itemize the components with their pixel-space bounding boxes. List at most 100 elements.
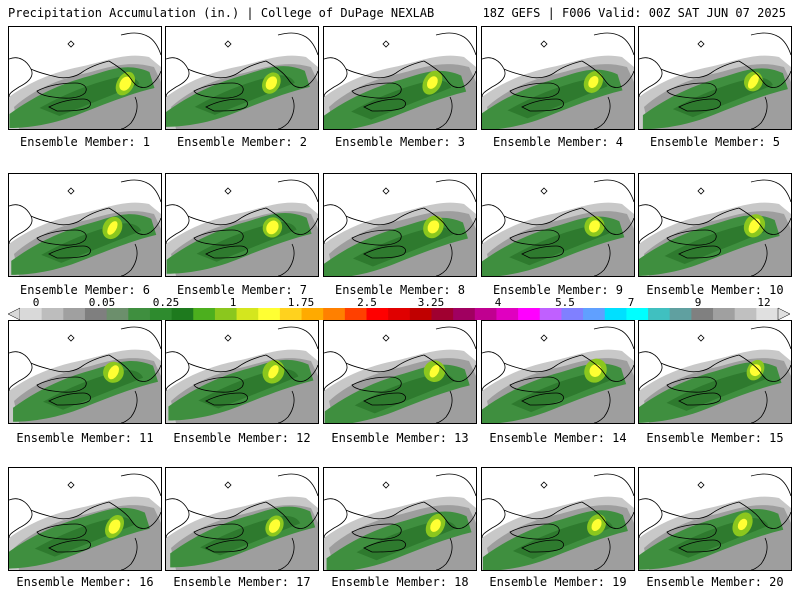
coast-east-outline — [593, 96, 611, 129]
colorbar-swatch — [149, 308, 173, 320]
state-border-outline — [738, 60, 791, 88]
great-lakes-outline — [166, 57, 190, 98]
lake-outline — [351, 523, 402, 540]
precip-map — [9, 179, 161, 276]
precip-core-yellow — [265, 76, 278, 90]
run-valid-time: 18Z GEFS | F006 Valid: 00Z SAT JUN 07 20… — [482, 6, 786, 20]
great-lakes-outline — [639, 204, 663, 245]
precip-map — [9, 32, 161, 129]
state-border-outline — [265, 354, 318, 382]
border-outline — [345, 354, 425, 373]
precip-core-yellow — [427, 220, 440, 234]
precip-core-yellow — [119, 76, 132, 91]
ensemble-panel — [165, 467, 319, 571]
precip-core-yellow — [429, 364, 440, 378]
colorbar-tick-label: 4 — [494, 296, 502, 309]
great-lakes-outline — [482, 204, 506, 245]
precip-map — [639, 32, 791, 129]
precip-map — [166, 179, 318, 276]
island-marker — [382, 187, 390, 195]
island-marker — [224, 481, 232, 489]
lake-erie-outline — [363, 539, 406, 553]
island-marker — [224, 40, 232, 48]
ensemble-panel — [165, 320, 319, 424]
precip-core-yellow — [588, 76, 599, 89]
ensemble-member-label: Ensemble Member: 13 — [331, 431, 469, 445]
great-lakes-outline — [482, 498, 506, 539]
ensemble-member-label: Ensemble Member: 18 — [331, 575, 469, 589]
precip-core-yellow — [747, 74, 759, 89]
coast-east-outline — [277, 390, 295, 423]
precip-map — [166, 32, 318, 129]
ensemble-member-label: Ensemble Member: 1 — [19, 135, 151, 149]
border-outline — [30, 354, 110, 373]
colorbar-swatch — [366, 308, 389, 320]
great-lakes-outline — [9, 351, 33, 392]
colorbar-swatch — [604, 308, 627, 320]
ensemble-panel — [638, 26, 792, 130]
border-outline — [345, 207, 425, 226]
state-border-outline — [423, 60, 476, 88]
lake-erie-outline — [48, 98, 91, 112]
precip-swath-darkgreen — [354, 373, 455, 414]
coast-east-outline — [120, 537, 138, 570]
precip-swath-darkgreen — [39, 76, 140, 117]
lake-erie-outline — [205, 98, 248, 112]
border-outline — [345, 60, 425, 79]
ensemble-member-label: Ensemble Member: 2 — [176, 135, 308, 149]
coast-north-outline — [277, 473, 318, 497]
border-outline — [660, 60, 740, 79]
island-marker — [697, 187, 705, 195]
state-border-outline — [108, 207, 161, 235]
lake-outline — [36, 229, 87, 246]
lake-outline — [666, 523, 717, 540]
great-lakes-outline — [482, 351, 506, 392]
colorbar-swatch — [756, 308, 779, 320]
precip-core-yellow — [108, 519, 121, 534]
coast-north-outline — [593, 326, 634, 350]
ensemble-member-label: Ensemble Member: 7 — [176, 283, 308, 297]
lake-outline — [509, 376, 560, 393]
colorbar-swatch — [171, 308, 194, 320]
border-outline — [30, 60, 110, 79]
precip-map — [324, 326, 476, 423]
border-outline — [30, 207, 110, 226]
precip-map — [639, 473, 791, 570]
island-marker — [67, 40, 75, 48]
ensemble-member-label: Ensemble Member: 5 — [649, 135, 781, 149]
border-outline — [660, 354, 740, 373]
colorbar-swatch — [583, 308, 606, 320]
lake-erie-outline — [48, 539, 91, 553]
colorbar-swatch — [344, 308, 368, 320]
great-lakes-outline — [639, 498, 663, 539]
lake-outline — [36, 82, 87, 99]
ensemble-panel — [323, 320, 477, 424]
ensemble-panel — [8, 467, 162, 571]
great-lakes-outline — [9, 57, 33, 98]
island-marker — [224, 187, 232, 195]
colorbar-tick-label: 3.25 — [417, 296, 445, 309]
colorbar-swatch — [388, 308, 411, 320]
great-lakes-outline — [324, 351, 348, 392]
island-marker — [382, 334, 390, 342]
state-border-outline — [738, 207, 791, 235]
great-lakes-outline — [9, 204, 33, 245]
lake-erie-outline — [48, 392, 91, 406]
lake-outline — [666, 229, 717, 246]
ensemble-member-label: Ensemble Member: 19 — [489, 575, 627, 589]
colorbar-swatch — [691, 308, 714, 320]
ensemble-panel — [8, 320, 162, 424]
state-border-outline — [108, 60, 161, 88]
lake-erie-outline — [678, 392, 721, 406]
island-marker — [67, 187, 75, 195]
coast-north-outline — [435, 179, 476, 203]
colorbar-min-arrow — [8, 307, 21, 321]
colorbar-swatch — [20, 308, 43, 320]
great-lakes-outline — [639, 57, 663, 98]
precip-map — [482, 326, 634, 423]
ensemble-panel — [323, 173, 477, 277]
ensemble-panel — [481, 467, 635, 571]
colorbar-swatch — [734, 308, 757, 320]
island-marker — [67, 334, 75, 342]
colorbar-swatch — [128, 308, 151, 320]
